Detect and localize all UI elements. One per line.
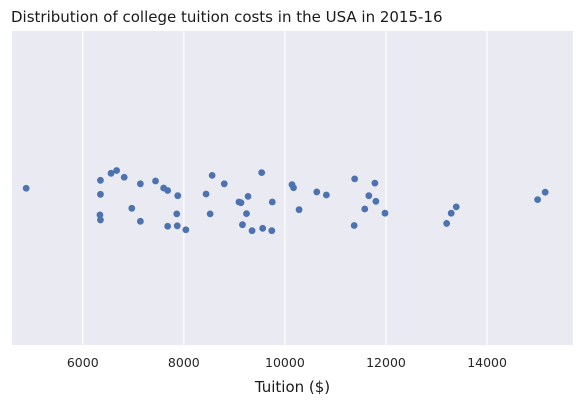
data-point bbox=[97, 176, 104, 184]
data-point bbox=[541, 188, 549, 196]
data-point bbox=[113, 167, 121, 174]
data-point bbox=[365, 192, 373, 200]
data-point bbox=[182, 226, 190, 234]
data-point bbox=[97, 216, 104, 224]
x-tick-label: 8000 bbox=[168, 355, 200, 370]
data-point bbox=[173, 210, 181, 218]
data-point bbox=[295, 206, 303, 214]
data-point bbox=[322, 191, 330, 199]
x-axis: 6000 8000 10000 12000 14000 bbox=[67, 355, 507, 370]
data-point bbox=[372, 197, 380, 205]
data-point bbox=[202, 190, 210, 198]
data-point bbox=[350, 222, 358, 229]
data-point bbox=[452, 203, 460, 211]
data-point bbox=[313, 188, 321, 196]
data-point bbox=[534, 196, 542, 204]
x-axis-label: Tuition ($) bbox=[254, 378, 330, 396]
data-point bbox=[443, 220, 451, 227]
data-point bbox=[164, 187, 172, 194]
data-point bbox=[268, 227, 276, 235]
data-point bbox=[258, 169, 266, 177]
data-point bbox=[381, 209, 389, 217]
x-tick-label: 6000 bbox=[67, 355, 99, 370]
data-point bbox=[259, 224, 267, 232]
data-point bbox=[22, 184, 30, 192]
data-point bbox=[290, 184, 297, 192]
data-point bbox=[96, 211, 104, 219]
data-point bbox=[128, 204, 136, 212]
data-point bbox=[174, 192, 182, 200]
data-point bbox=[164, 222, 172, 230]
x-tick-label: 10000 bbox=[265, 355, 305, 370]
data-point bbox=[268, 198, 276, 206]
data-point bbox=[447, 209, 455, 217]
chart-title: Distribution of college tuition costs in… bbox=[11, 8, 443, 26]
data-point bbox=[107, 169, 115, 177]
data-point bbox=[136, 180, 144, 188]
x-tick-label: 12000 bbox=[366, 355, 406, 370]
data-point bbox=[173, 222, 181, 230]
data-points bbox=[22, 167, 549, 235]
data-point bbox=[361, 205, 369, 213]
x-gridlines bbox=[82, 31, 488, 345]
data-point bbox=[239, 221, 246, 229]
data-point bbox=[206, 210, 214, 218]
data-point bbox=[237, 199, 245, 207]
data-point bbox=[243, 210, 250, 218]
data-point bbox=[136, 217, 144, 225]
data-point bbox=[120, 173, 128, 181]
data-point bbox=[220, 180, 228, 188]
data-point bbox=[248, 227, 256, 235]
data-point bbox=[244, 193, 252, 200]
data-point bbox=[152, 177, 159, 185]
data-point bbox=[97, 190, 104, 198]
data-point bbox=[208, 172, 216, 179]
data-point bbox=[351, 175, 359, 183]
x-tick-label: 14000 bbox=[467, 355, 507, 370]
data-point bbox=[371, 179, 379, 187]
